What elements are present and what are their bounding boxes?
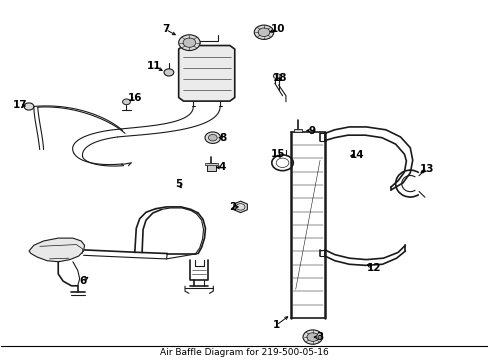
Circle shape — [183, 38, 195, 47]
Text: 2: 2 — [228, 202, 235, 212]
Text: 12: 12 — [366, 263, 380, 273]
Text: 9: 9 — [307, 126, 315, 135]
Polygon shape — [178, 45, 234, 101]
Text: Air Baffle Diagram for 219-500-05-16: Air Baffle Diagram for 219-500-05-16 — [160, 348, 328, 357]
Circle shape — [306, 333, 318, 341]
Circle shape — [163, 69, 173, 76]
Text: 16: 16 — [127, 93, 142, 103]
Bar — [204, 163, 217, 165]
Text: 10: 10 — [270, 24, 285, 35]
Text: 7: 7 — [162, 24, 169, 35]
Text: 11: 11 — [147, 61, 161, 71]
Circle shape — [273, 73, 280, 78]
Circle shape — [178, 35, 200, 50]
Bar — [294, 129, 302, 132]
Text: 15: 15 — [270, 149, 285, 159]
Polygon shape — [233, 201, 247, 213]
Circle shape — [204, 132, 220, 143]
Text: 18: 18 — [272, 73, 286, 83]
Text: 8: 8 — [219, 133, 226, 143]
Bar — [206, 163, 215, 171]
Text: 4: 4 — [219, 162, 226, 172]
Circle shape — [303, 330, 322, 344]
Circle shape — [24, 103, 34, 110]
Text: 6: 6 — [79, 276, 86, 286]
Text: 14: 14 — [348, 150, 363, 160]
Text: 5: 5 — [175, 179, 182, 189]
Text: 17: 17 — [13, 100, 27, 111]
Polygon shape — [29, 238, 84, 262]
Circle shape — [122, 99, 130, 105]
Circle shape — [254, 25, 273, 40]
Circle shape — [208, 134, 217, 141]
Circle shape — [258, 28, 269, 37]
Text: 13: 13 — [419, 164, 434, 174]
Text: 3: 3 — [316, 332, 323, 342]
Text: 1: 1 — [272, 320, 279, 330]
